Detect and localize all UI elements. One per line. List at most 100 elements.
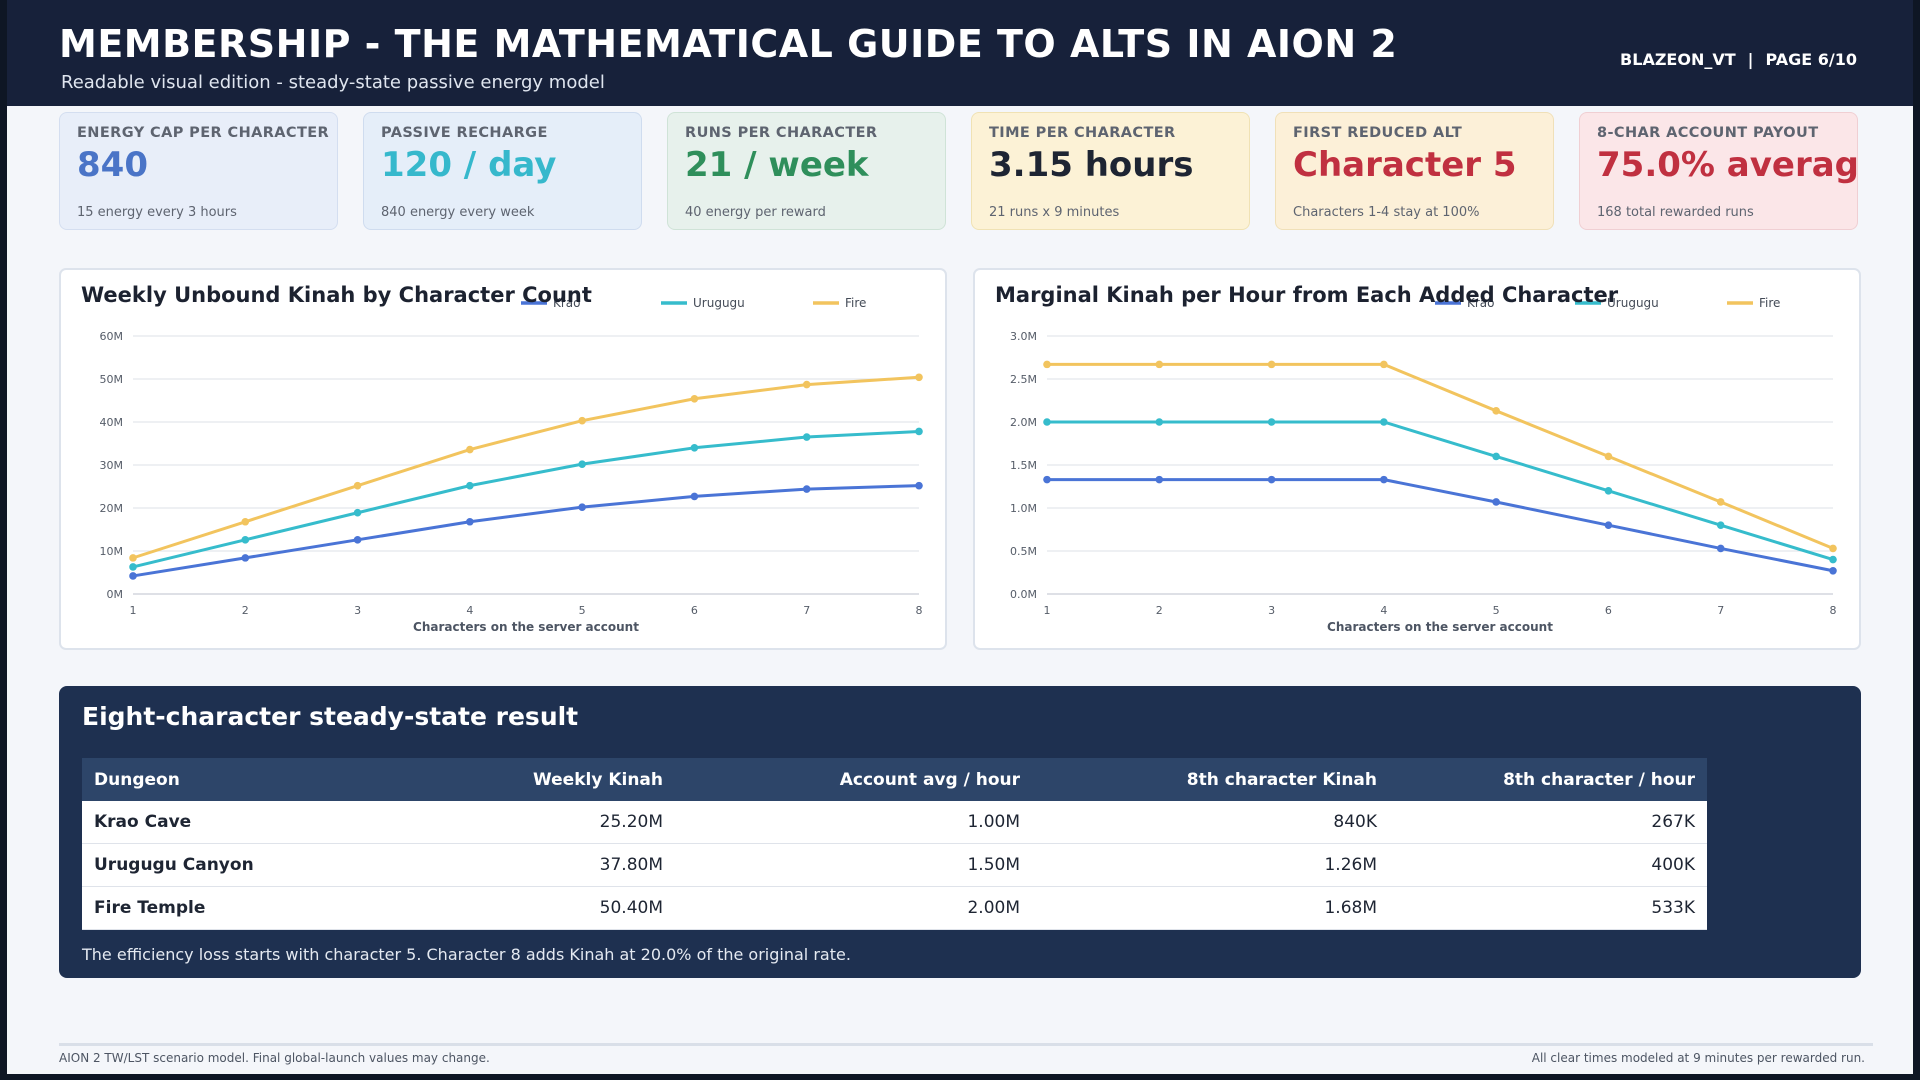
table-row: Urugugu Canyon 37.80M 1.50M 1.26M 400K (82, 843, 1707, 887)
page-number: PAGE 6/10 (1765, 50, 1857, 69)
chart-title: Weekly Unbound Kinah by Character Count (81, 283, 592, 307)
data-point (690, 394, 699, 403)
data-point (1716, 498, 1725, 506)
table-cell: Krao Cave (82, 801, 381, 844)
data-point (1155, 475, 1164, 484)
data-point (466, 517, 474, 526)
column-header: Dungeon (82, 758, 381, 801)
table-cell: 50.40M (381, 886, 675, 930)
data-point (1043, 360, 1051, 369)
data-point (915, 373, 923, 382)
stat-card-note: 40 energy per reward (685, 205, 826, 220)
x-tick-label: 8 (916, 604, 923, 617)
data-point (241, 517, 250, 526)
data-point (578, 460, 586, 468)
table-header-row: Dungeon Weekly Kinah Account avg / hour … (82, 758, 1707, 801)
stat-card-label: 8-CHAR ACCOUNT PAYOUT (1597, 125, 1819, 141)
data-point (1716, 521, 1725, 529)
y-tick-label: 1.0M (1010, 502, 1037, 515)
legend-label: Krao (1467, 296, 1495, 310)
series-line-krao (132, 484, 920, 578)
data-point (466, 481, 474, 490)
column-header: 8th character Kinah (1032, 758, 1389, 801)
x-tick-label: 1 (1044, 604, 1051, 617)
data-point (578, 416, 586, 425)
x-tick-label: 8 (1830, 604, 1837, 617)
table-cell: 400K (1389, 843, 1707, 887)
data-point (1492, 407, 1500, 415)
x-tick-label: 4 (1380, 604, 1387, 617)
data-point (1829, 555, 1837, 564)
stat-card-label: PASSIVE RECHARGE (381, 125, 548, 141)
legend-label: Urugugu (693, 296, 745, 310)
series-line-fire (132, 375, 920, 560)
table-cell: 2.00M (675, 886, 1032, 930)
chart-panel-weekly-kinah: 0M 10M 20M 30M 40M 50M 60M 1 2 3 4 5 6 7 8 Characters o… (59, 268, 947, 650)
data-point (578, 503, 586, 511)
data-point (1380, 360, 1388, 369)
table-cell: 25.20M (381, 801, 675, 844)
stat-card-first-reduced-alt: FIRST REDUCED ALT Character 5 Characters… (1275, 112, 1554, 230)
data-point (1829, 566, 1837, 575)
data-point (1604, 452, 1613, 461)
table-row: Fire Temple 50.40M 2.00M 1.68M 533K (82, 886, 1707, 930)
stat-card-value: 75.0% average (1597, 145, 1858, 185)
stat-card-value: 840 (77, 145, 148, 185)
data-point (241, 554, 250, 562)
stat-card-label: FIRST REDUCED ALT (1293, 125, 1463, 141)
stat-card-runs-per-character: RUNS PER CHARACTER 21 / week 40 energy p… (667, 112, 946, 230)
data-point (1043, 418, 1051, 426)
data-point (690, 444, 699, 452)
data-point (690, 492, 699, 501)
column-header: Account avg / hour (675, 758, 1032, 801)
stat-card-label: TIME PER CHARACTER (989, 125, 1176, 141)
page-subtitle: Readable visual edition - steady-state p… (61, 72, 605, 93)
data-point (802, 433, 811, 441)
weekly-kinah-chart: 0M 10M 20M 30M 40M 50M 60M 1 2 3 4 5 6 7 8 Characters o… (81, 283, 923, 634)
data-point (802, 380, 811, 389)
data-point (1267, 418, 1276, 426)
stat-card-energy-cap: ENERGY CAP PER CHARACTER 840 15 energy e… (59, 112, 338, 230)
x-tick-label: 5 (1493, 604, 1500, 617)
slide: MEMBERSHIP - THE MATHEMATICAL GUIDE TO A… (7, 0, 1913, 1074)
x-tick-label: 6 (691, 604, 698, 617)
data-point (1604, 487, 1613, 495)
x-tick-label: 6 (1605, 604, 1612, 617)
data-point (1492, 498, 1500, 506)
data-point (1829, 544, 1837, 553)
data-point (353, 481, 362, 490)
stat-card-account-payout: 8-CHAR ACCOUNT PAYOUT 75.0% average 168 … (1579, 112, 1858, 230)
y-tick-label: 40M (100, 416, 124, 429)
x-axis-label: Characters on the server account (1327, 620, 1553, 634)
data-point (1380, 418, 1388, 426)
y-tick-label: 50M (100, 373, 124, 386)
y-tick-label: 1.5M (1010, 459, 1037, 472)
table-cell: 1.00M (675, 801, 1032, 844)
meta-separator: | (1747, 50, 1754, 69)
data-point (353, 536, 362, 544)
chart-title: Marginal Kinah per Hour from Each Added … (995, 283, 1619, 307)
stat-card-value: 3.15 hours (989, 145, 1194, 185)
result-panel: Eight-character steady-state result Dung… (59, 686, 1861, 978)
table-cell: 267K (1389, 801, 1707, 844)
table-cell: 1.26M (1032, 843, 1389, 887)
series-line-urugugu (1047, 420, 1834, 562)
data-point (241, 536, 250, 544)
x-tick-label: 7 (803, 604, 810, 617)
data-point (129, 554, 137, 562)
chart-panel-marginal-kinah: 0.0M 0.5M 1.0M 1.5M 2.0M 2.5M 3.0M 1 2 3 4 5 6 7 8 Char… (973, 268, 1861, 650)
table-cell: 533K (1389, 886, 1707, 930)
y-tick-label: 30M (100, 459, 124, 472)
data-point (466, 445, 474, 454)
page-title: MEMBERSHIP - THE MATHEMATICAL GUIDE TO A… (59, 22, 1398, 66)
result-note: The efficiency loss starts with characte… (82, 945, 851, 964)
x-tick-label: 7 (1717, 604, 1724, 617)
data-point (129, 563, 137, 571)
table-cell: 840K (1032, 801, 1389, 844)
legend-label: Fire (1759, 296, 1780, 310)
footer-disclaimer: AION 2 TW/LST scenario model. Final glob… (59, 1051, 490, 1065)
data-point (1267, 360, 1276, 369)
stat-card-time-per-character: TIME PER CHARACTER 3.15 hours 21 runs x … (971, 112, 1250, 230)
stat-card-value: Character 5 (1293, 145, 1517, 185)
y-tick-label: 20M (100, 502, 124, 515)
